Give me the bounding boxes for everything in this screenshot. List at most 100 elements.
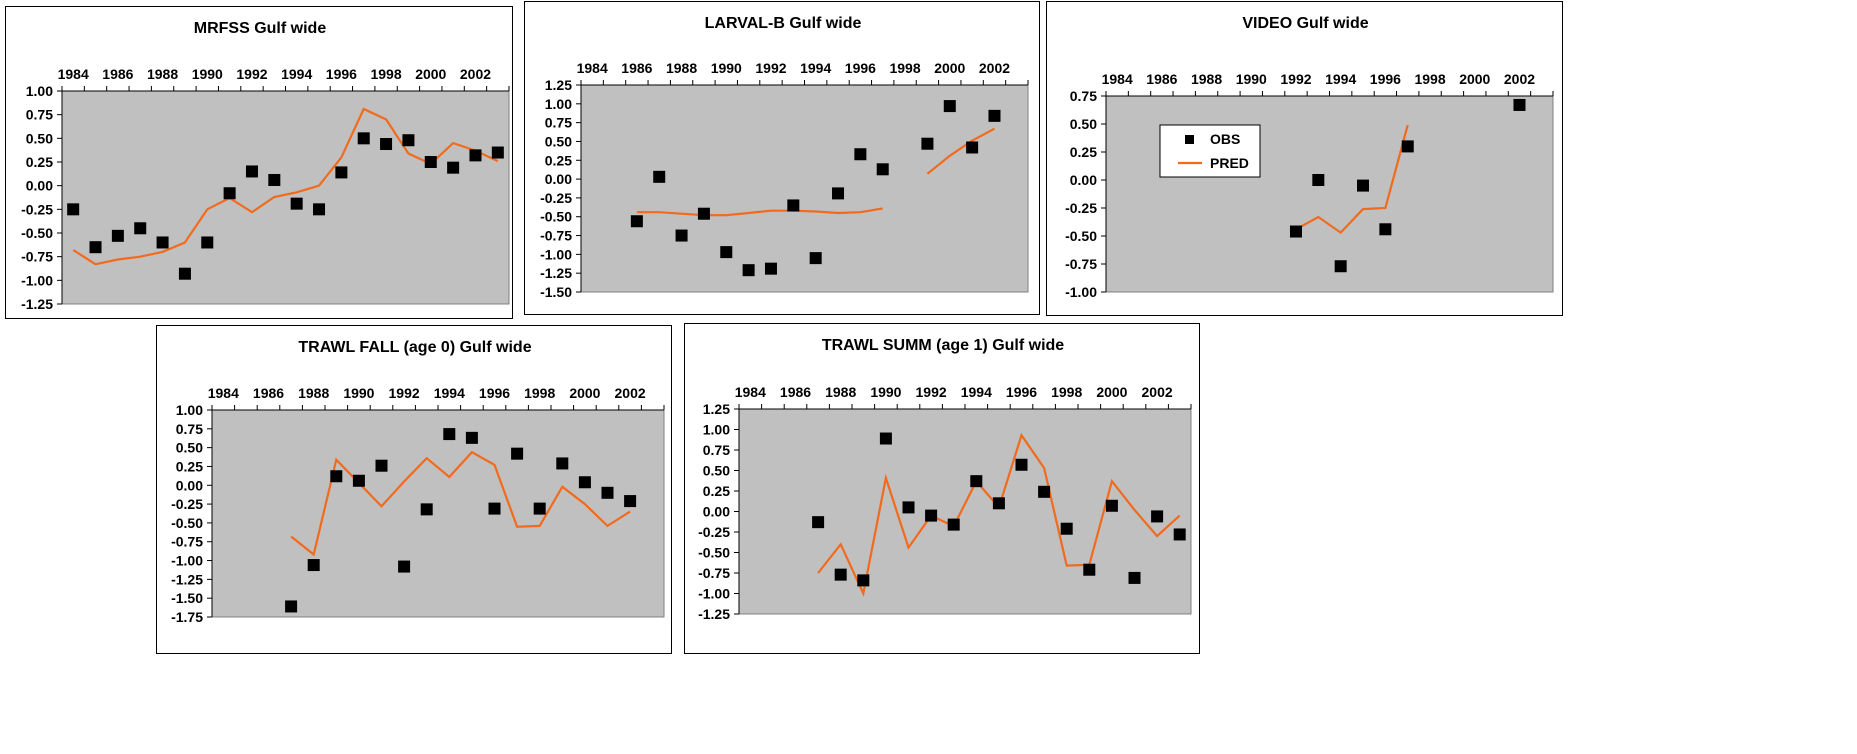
x-tick-label: 1992 [1280,71,1311,87]
obs-point [1334,260,1347,273]
chart-title: MRFSS Gulf wide [194,20,327,37]
x-tick-label: 1996 [479,385,510,401]
pred-series-line [926,127,996,175]
obs-point [201,236,214,249]
y-tick-label: 0.75 [26,107,53,123]
y-tick-label: 1.00 [703,422,730,438]
y-tick-label: -0.50 [698,545,730,561]
x-tick-label: 1988 [825,384,856,400]
y-tick-label: 0.25 [545,152,572,168]
x-tick-label: 1996 [1370,71,1401,87]
obs-point [1173,528,1186,541]
pred-series-line [636,207,883,217]
legend-obs-marker [1185,135,1194,144]
obs-point [697,207,710,220]
obs-point [601,486,614,499]
x-tick-label: 1996 [1006,384,1037,400]
plot-area [738,408,1192,615]
y-tick-label: -0.75 [1065,256,1097,272]
y-tick-label: 0.75 [176,421,203,437]
x-tick-label: 2000 [1459,71,1490,87]
obs-point [111,229,124,242]
obs-point [443,428,456,441]
y-tick-label: -1.25 [21,296,53,312]
obs-point [720,246,733,259]
obs-point [653,170,666,183]
obs-point [947,518,960,531]
y-tick-label: -1.00 [171,553,203,569]
x-tick-label: 2002 [1142,384,1173,400]
x-tick-label: 1988 [147,66,178,82]
y-tick-label: 0.25 [26,154,53,170]
obs-point [178,267,191,280]
y-tick-label: -0.50 [540,209,572,225]
obs-point [89,241,102,254]
y-tick-label: -0.50 [21,225,53,241]
chart-panel-video: VIDEO Gulf wide 0.75 0.50 0.25 0.00 -0.25 -0.5… [1046,1,1563,316]
x-tick-label: 1984 [208,385,239,401]
obs-point [832,187,845,200]
x-tick-label: 1988 [298,385,329,401]
x-tick-label: 2002 [979,60,1010,76]
obs-point [290,197,303,210]
chart-title: TRAWL SUMM (age 1) Gulf wide [822,337,1064,354]
y-tick-label: 0.50 [545,133,572,149]
y-tick-label: -1.25 [698,606,730,622]
obs-point [1289,225,1302,238]
obs-point [921,137,934,150]
obs-point [223,187,236,200]
obs-point [402,134,415,147]
y-tick-label: 0.25 [1070,144,1097,160]
y-tick-label: -0.75 [171,534,203,550]
y-tick-label: 1.00 [176,402,203,418]
chart-svg-trawl-summ: TRAWL SUMM (age 1) Gulf wide 1.25 1.00 0.75… [698,337,1192,622]
x-tick-label: 1998 [889,60,920,76]
pred-series-line [290,450,631,557]
y-tick-label: 0.75 [545,115,572,131]
y-tick-label: -1.75 [171,609,203,625]
chart-svg-trawl-fall: TRAWL FALL (age 0) Gulf wide 1.00 0.75 0.50… [171,339,665,625]
obs-point [1513,98,1526,111]
legend-obs-label: OBS [1210,131,1240,147]
x-tick-label: 1990 [343,385,374,401]
obs-point [352,474,365,487]
x-tick-label: 1992 [389,385,420,401]
y-tick-label: 1.25 [703,401,730,417]
x-tick-label: 1986 [1146,71,1177,87]
x-tick-label: 1988 [1191,71,1222,87]
obs-point [857,574,870,587]
obs-point [1357,179,1370,192]
obs-point [285,600,298,613]
pred-series-line [1295,124,1409,235]
obs-point [742,264,755,277]
obs-point [988,109,1001,122]
x-tick-label: 2002 [460,66,491,82]
x-tick-label: 1992 [916,384,947,400]
obs-point [465,431,478,444]
obs-point [1151,510,1164,523]
chart-title: TRAWL FALL (age 0) Gulf wide [298,339,531,356]
x-tick-label: 1992 [236,66,267,82]
y-tick-label: 0.50 [703,463,730,479]
x-tick-label: 1998 [370,66,401,82]
obs-point [380,138,393,151]
obs-point [420,503,433,516]
x-tick-label: 1990 [192,66,223,82]
obs-point [970,475,983,488]
y-tick-label: -1.50 [171,590,203,606]
obs-point [764,262,777,275]
obs-point [67,203,80,216]
obs-point [1015,458,1028,471]
y-tick-label: -0.75 [21,249,53,265]
obs-point [809,252,822,265]
y-tick-label: -1.50 [540,284,572,300]
x-tick-label: 2000 [934,60,965,76]
obs-point [307,559,320,572]
y-tick-label: -0.25 [171,496,203,512]
x-tick-label: 1998 [1414,71,1445,87]
chart-panel-mrfss: MRFSS Gulf wide 1.00 0.75 0.50 0.25 0.00 -0.25… [5,6,513,319]
x-tick-label: 2000 [415,66,446,82]
x-tick-label: 1986 [102,66,133,82]
obs-point [787,199,800,212]
obs-point [556,457,569,470]
